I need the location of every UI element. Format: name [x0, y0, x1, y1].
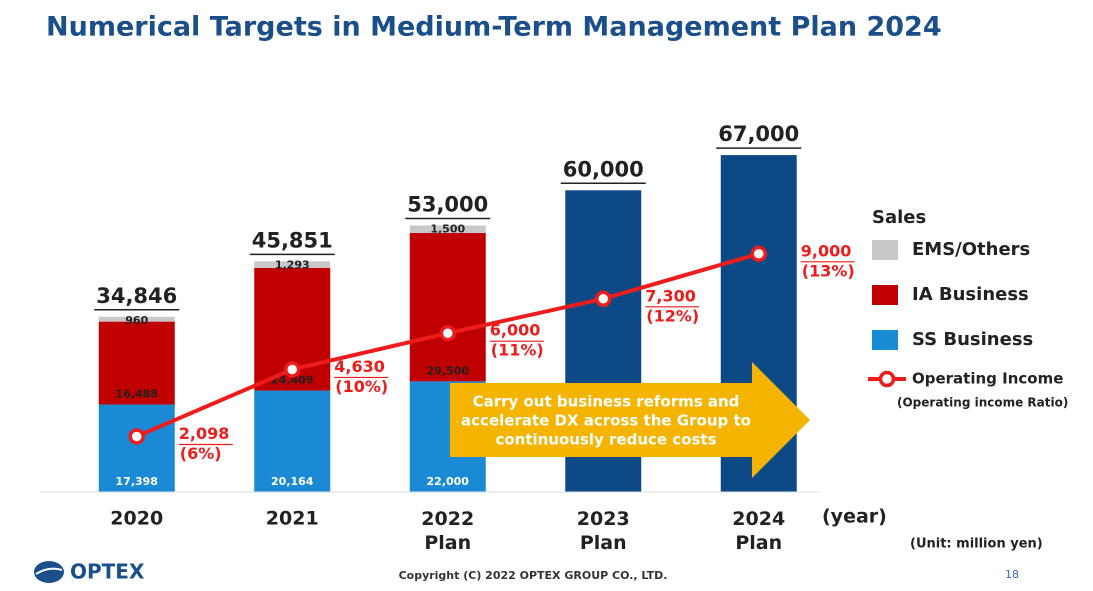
segment-label: 960 — [125, 314, 148, 327]
operating-income-label: 2,098 — [179, 424, 230, 443]
x-tick-label: 2020 — [110, 508, 163, 530]
copyright: Copyright (C) 2022 OPTEX GROUP CO., LTD. — [399, 569, 668, 582]
operating-income-label: 9,000 — [801, 241, 852, 260]
segment-label: 16,488 — [116, 388, 158, 401]
operating-income-point — [439, 324, 456, 342]
logo-swoosh — [35, 567, 63, 575]
legend-sublabel: (Operating income Ratio) — [897, 396, 1068, 410]
legend-label: IA Business — [912, 284, 1029, 305]
segment-label: 1,293 — [275, 258, 310, 271]
bar-segment — [254, 261, 331, 268]
ratio-label: (12%) — [646, 306, 699, 325]
x-tick-label: 2022 Plan — [421, 508, 474, 554]
bar-segment — [98, 404, 175, 492]
callout-text: Carry out business reforms and — [473, 393, 740, 411]
total-label: 34,846 — [96, 284, 177, 308]
legend-swatch — [872, 240, 898, 260]
legend-swatch — [872, 285, 898, 305]
operating-income-label: 6,000 — [490, 321, 541, 340]
segment-label: 24,409 — [271, 374, 313, 387]
bar-segment — [98, 316, 175, 322]
ratio-label: (10%) — [335, 377, 388, 396]
operating-income-point — [595, 290, 612, 308]
page-number: 18 — [1005, 568, 1019, 581]
callout-text: accelerate DX across the Group to — [461, 412, 751, 430]
operating-income-point — [750, 245, 767, 263]
ratio-label: (13%) — [802, 261, 855, 280]
overlay: 2020 34,846 2021 45,851 2022 Plan 53,000 2023 Pl… — [94, 122, 1068, 554]
logo-text: OPTEX — [70, 560, 145, 584]
operating-income-point — [284, 361, 301, 378]
legend-swatch — [872, 330, 898, 350]
legend-label: SS Business — [912, 329, 1033, 350]
ratio-label: (6%) — [180, 444, 222, 463]
operating-income-label: 4,630 — [334, 357, 385, 376]
segment-label: 17,398 — [116, 475, 158, 488]
bar-segment — [98, 321, 175, 405]
segment-label: 1,500 — [430, 222, 465, 235]
x-tick-label: 2024 Plan — [732, 508, 785, 554]
bar-segment — [409, 225, 486, 234]
operating-income-point — [128, 428, 145, 445]
total-label: 67,000 — [718, 122, 799, 146]
ratio-label: (11%) — [491, 341, 544, 360]
logo: OPTEX — [34, 560, 145, 584]
callout-text: continuously reduce costs — [495, 431, 716, 449]
segment-label: 20,164 — [271, 475, 314, 488]
legend-marker — [878, 370, 896, 388]
logo-icon — [34, 561, 64, 583]
x-unit: (year) — [822, 506, 887, 528]
total-label: 53,000 — [407, 192, 488, 216]
legend-label: EMS/Others — [912, 239, 1030, 260]
bar-segment — [254, 390, 331, 492]
bar-segment — [409, 233, 486, 382]
callout-arrow — [450, 362, 810, 478]
operating-income-label: 7,300 — [645, 286, 696, 305]
total-label: 60,000 — [563, 157, 644, 181]
segment-label: 22,000 — [427, 475, 470, 488]
segment-label: 29,500 — [427, 364, 470, 377]
chart-title: Numerical Targets in Medium-Term Managem… — [46, 12, 942, 43]
legend-title: Sales — [872, 207, 926, 228]
x-tick-label: 2023 Plan — [577, 508, 630, 554]
unit-note: (Unit: million yen) — [910, 537, 1043, 552]
callout: Carry out business reforms and accelerat… — [450, 362, 810, 478]
x-tick-label: 2021 — [266, 508, 319, 530]
legend-label: Operating Income — [912, 370, 1063, 388]
total-label: 45,851 — [252, 228, 333, 252]
